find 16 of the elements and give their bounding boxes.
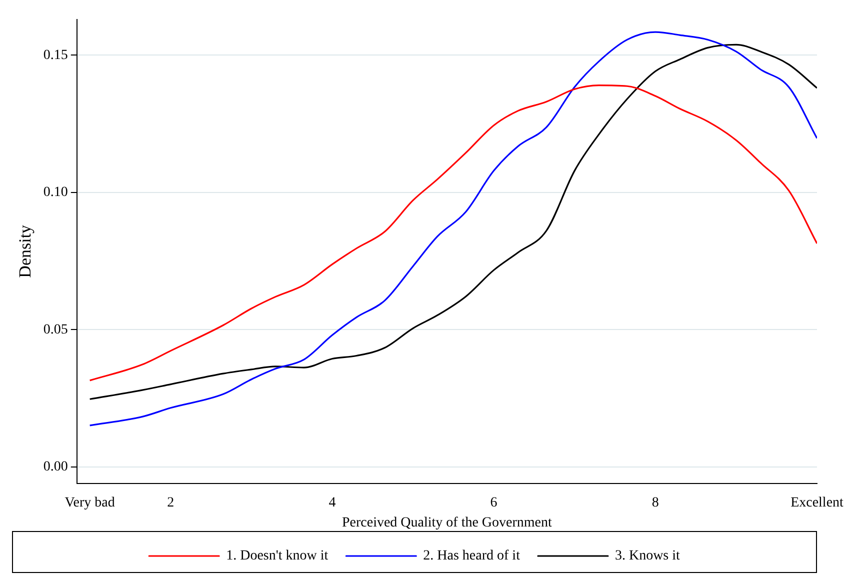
y-tick-label: 0.15 — [43, 48, 68, 63]
x-tick-label: Very bad — [64, 495, 115, 510]
x-tick-label: 2 — [167, 495, 174, 510]
line-series — [89, 84, 817, 382]
x-tick-label: 6 — [490, 495, 498, 510]
x-tick-label: Excellent — [790, 495, 844, 510]
y-axis-title: Density — [16, 224, 35, 278]
x-tick-label: 8 — [652, 495, 659, 510]
y-tick-label: 0.10 — [43, 185, 68, 200]
y-tick-label: 0.05 — [43, 322, 68, 338]
legend-label: 2. Has heard of it — [423, 548, 520, 564]
x-tick-label: 4 — [328, 495, 336, 510]
x-axis-title: Perceived Quality of the Government — [342, 515, 552, 530]
y-tick-label: 0.00 — [43, 460, 68, 475]
legend-label: 3. Knows it — [614, 548, 680, 564]
legend-label: 1. Doesn't know it — [226, 548, 328, 564]
